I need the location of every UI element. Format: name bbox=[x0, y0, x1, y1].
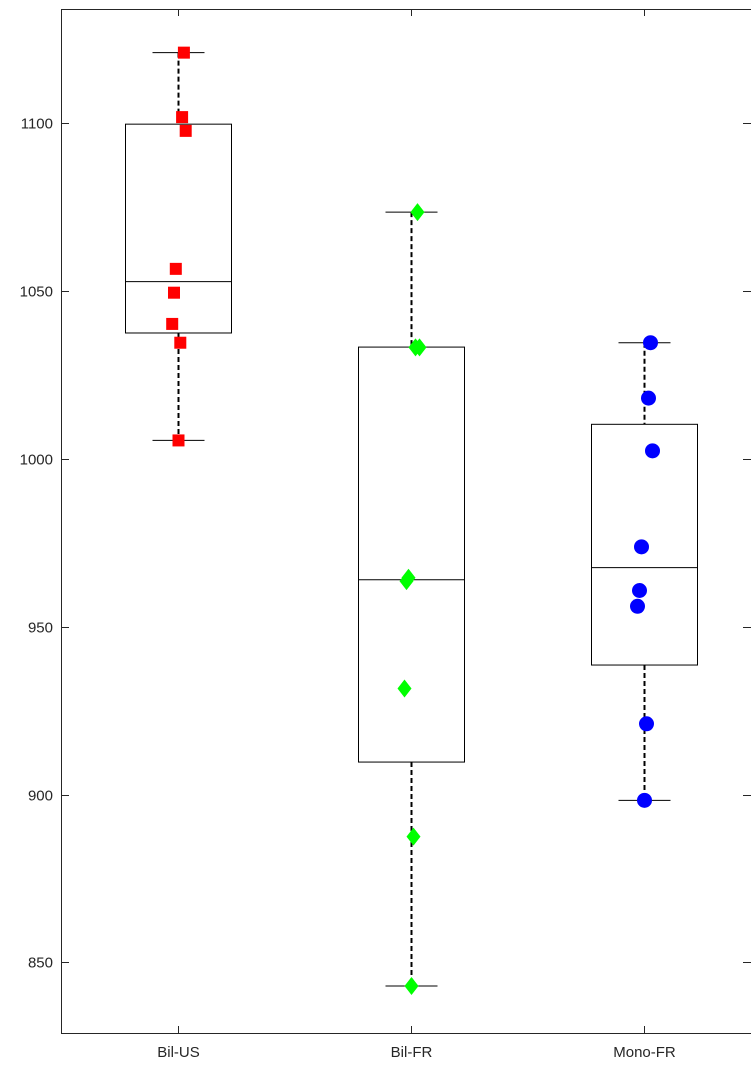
data-point bbox=[632, 582, 647, 598]
y-tick-label: 950 bbox=[28, 620, 53, 637]
data-point bbox=[172, 434, 185, 447]
y-tick-label: 1100 bbox=[21, 116, 53, 133]
x-tick-label: Bil-US bbox=[157, 1044, 200, 1061]
y-tick-label: 850 bbox=[28, 955, 53, 972]
y-tick-label: 900 bbox=[28, 788, 53, 805]
data-point bbox=[630, 598, 645, 614]
x-tick-label: Mono-FR bbox=[613, 1044, 676, 1061]
data-point bbox=[634, 539, 649, 555]
y-tick-label: 1050 bbox=[20, 284, 53, 301]
data-point bbox=[176, 111, 189, 124]
x-tick-label: Bil-FR bbox=[391, 1044, 433, 1061]
data-point bbox=[641, 390, 656, 406]
data-point bbox=[169, 262, 182, 275]
data-point bbox=[412, 338, 427, 357]
plot-frame bbox=[61, 9, 751, 1034]
data-point bbox=[174, 336, 187, 349]
data-point bbox=[177, 46, 190, 59]
data-point bbox=[637, 792, 652, 808]
data-point bbox=[168, 286, 180, 299]
data-point bbox=[404, 976, 419, 995]
ticks-layer bbox=[61, 9, 751, 1033]
points-layer bbox=[166, 46, 660, 995]
data-point bbox=[643, 335, 658, 351]
labels-layer: 850 900 950 1000 1050 1100 Bil-US Bil-FR Mono-FR bbox=[20, 116, 676, 1062]
data-point bbox=[166, 317, 179, 330]
iqr-box bbox=[125, 123, 232, 334]
y-tick-label: 1000 bbox=[20, 452, 53, 469]
data-point bbox=[399, 572, 414, 591]
data-point bbox=[645, 443, 660, 459]
data-point bbox=[639, 716, 654, 732]
data-point bbox=[397, 679, 412, 698]
iqr-box bbox=[358, 346, 465, 763]
data-point bbox=[406, 827, 421, 846]
data-point bbox=[179, 124, 192, 137]
data-point bbox=[410, 203, 425, 222]
